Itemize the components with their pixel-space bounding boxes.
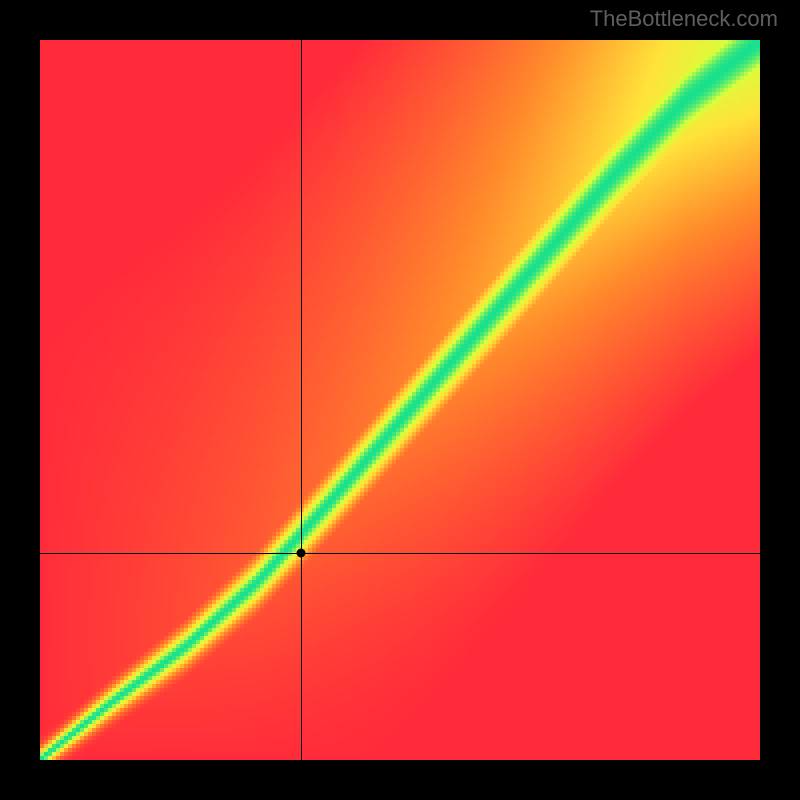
plot-area bbox=[40, 40, 760, 760]
chart-container: TheBottleneck.com bbox=[0, 0, 800, 800]
crosshair-horizontal bbox=[40, 553, 760, 554]
marker-dot bbox=[297, 548, 306, 557]
crosshair-vertical bbox=[301, 40, 302, 760]
watermark-text: TheBottleneck.com bbox=[590, 6, 778, 32]
heatmap-canvas bbox=[40, 40, 760, 760]
